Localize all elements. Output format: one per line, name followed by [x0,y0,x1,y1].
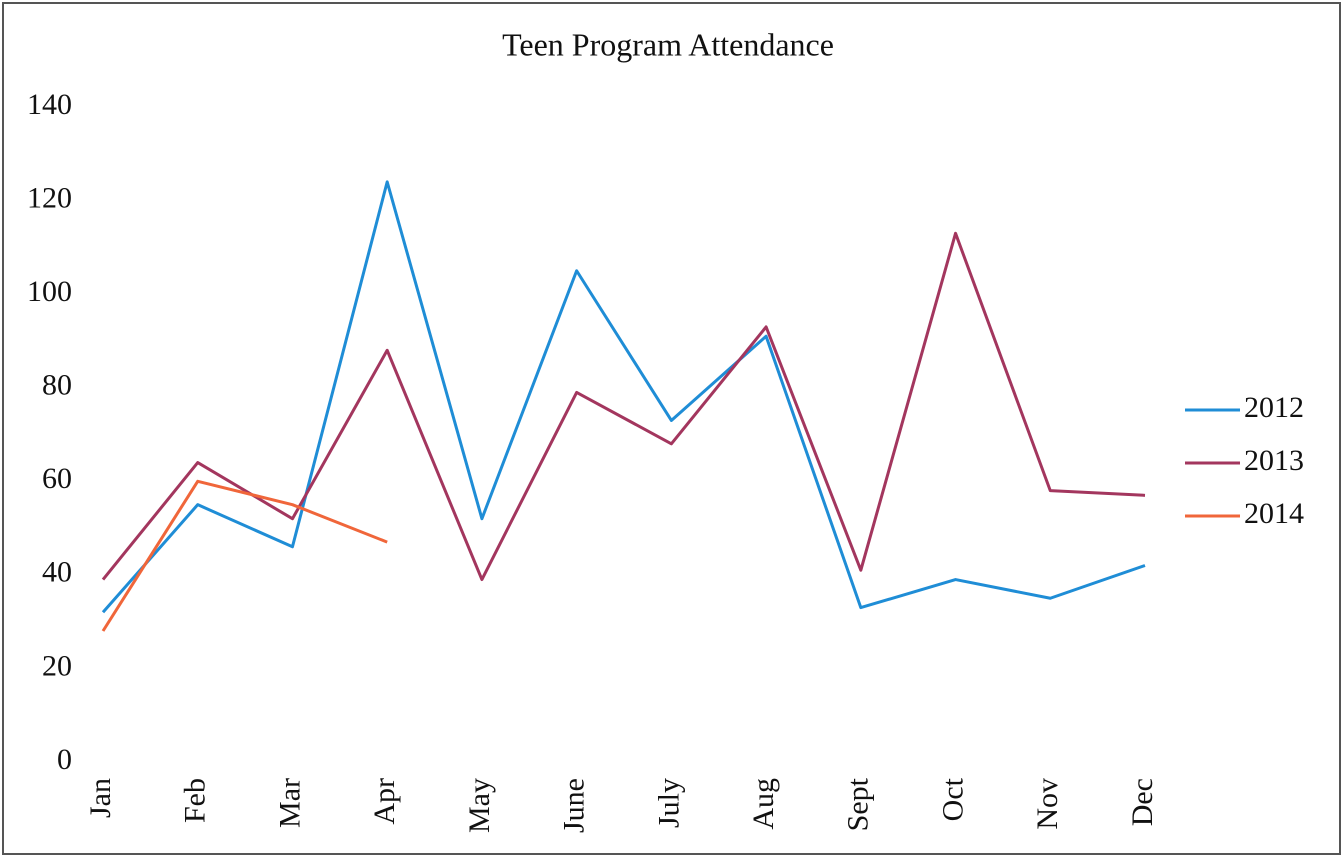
chart-title: Teen Program Attendance [502,26,834,62]
y-tick-label: 80 [42,369,72,402]
y-tick-label: 100 [27,275,72,308]
x-tick-label: May [463,778,496,833]
legend-label: 2014 [1244,497,1304,530]
legend-label: 2013 [1244,444,1304,477]
x-tick-label: June [558,778,591,833]
x-tick-label: July [652,778,685,828]
x-tick-label: Jan [84,778,117,818]
y-tick-label: 0 [57,743,72,776]
x-tick-label: Oct [936,777,969,821]
x-tick-label: Dec [1126,778,1159,826]
y-tick-label: 40 [42,556,72,589]
series-line [101,180,1146,614]
x-tick-label: Sept [842,777,875,831]
x-tick-label: Apr [368,778,401,825]
x-tick-label: Aug [747,778,780,830]
y-tick-label: 140 [27,88,72,121]
x-tick-label: Mar [273,778,306,828]
x-tick-label: Nov [1031,778,1064,830]
y-tick-label: 60 [42,462,72,495]
series-line [101,479,388,632]
y-tick-label: 120 [27,181,72,214]
series-line [101,231,1146,582]
legend-label: 2012 [1244,391,1304,424]
y-tick-label: 20 [42,649,72,682]
x-tick-label: Feb [179,778,212,823]
